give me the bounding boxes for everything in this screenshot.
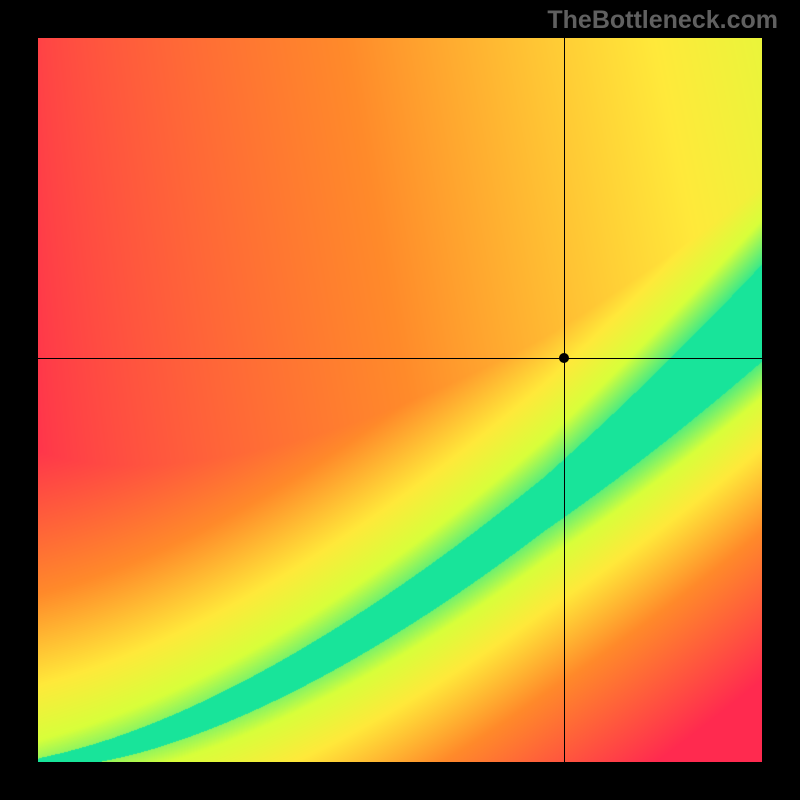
crosshair-vertical <box>564 38 565 762</box>
heatmap-plot <box>38 38 762 762</box>
crosshair-horizontal <box>38 358 762 359</box>
heatmap-canvas <box>38 38 762 762</box>
watermark-text: TheBottleneck.com <box>547 6 778 35</box>
crosshair-marker-dot <box>559 353 569 363</box>
